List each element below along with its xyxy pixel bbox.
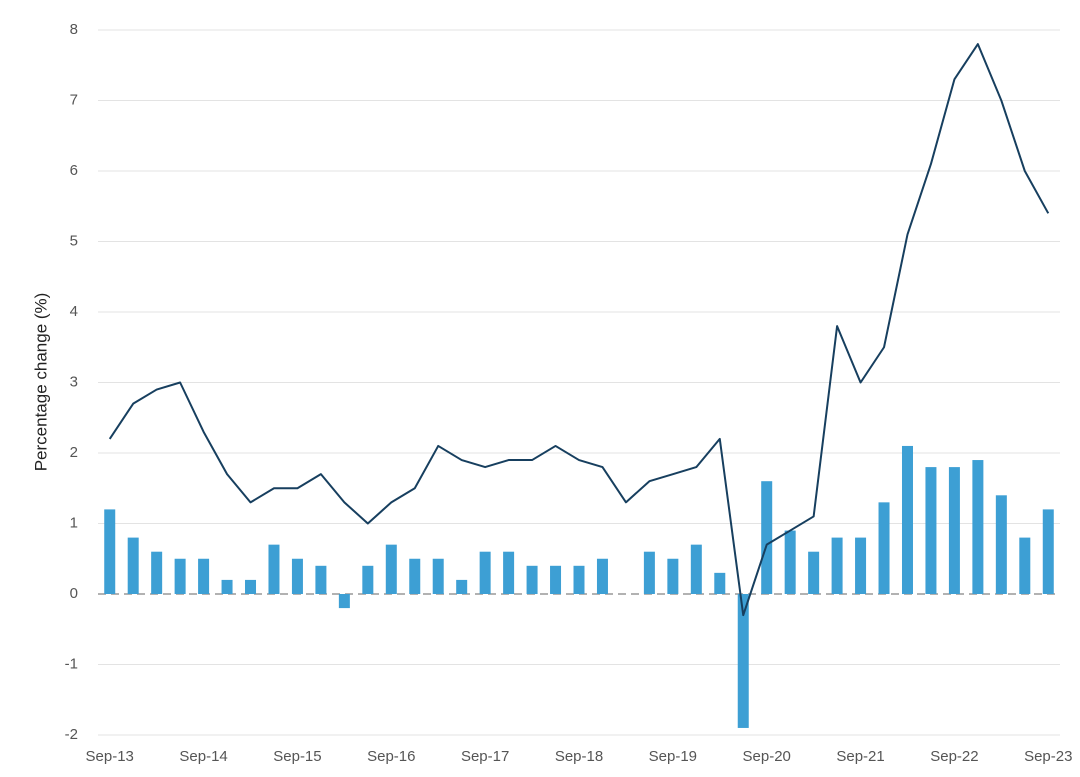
y-tick-label: -1: [65, 655, 78, 672]
bar: [667, 558, 679, 594]
bar: [432, 558, 444, 594]
y-tick-label: 6: [70, 162, 78, 179]
bar: [503, 551, 515, 594]
x-tick-label: Sep-16: [367, 748, 415, 765]
bar: [1042, 509, 1054, 594]
bar: [808, 551, 820, 594]
x-tick-label: Sep-21: [836, 748, 884, 765]
bar: [596, 558, 608, 594]
y-tick-label: 5: [70, 232, 78, 249]
x-tick-label: Sep-22: [930, 748, 978, 765]
x-tick-label: Sep-19: [649, 748, 697, 765]
y-tick-label: 3: [70, 373, 78, 390]
bar: [151, 551, 163, 594]
bar: [901, 445, 913, 594]
bar: [362, 565, 374, 594]
bar: [245, 579, 257, 594]
x-tick-label: Sep-23: [1024, 748, 1072, 765]
bar: [315, 565, 327, 594]
bar: [573, 565, 585, 594]
x-tick-label: Sep-15: [273, 748, 321, 765]
bar: [550, 565, 562, 594]
bar: [995, 495, 1007, 594]
bar: [714, 572, 726, 594]
bar: [127, 537, 139, 594]
bar: [784, 530, 796, 594]
bar: [948, 467, 960, 594]
bar: [409, 558, 421, 594]
bar: [855, 537, 867, 594]
y-tick-label: -2: [65, 726, 78, 743]
y-tick-label: 0: [70, 585, 78, 602]
x-tick-label: Sep-13: [86, 748, 134, 765]
y-tick-label: 1: [70, 514, 78, 531]
x-tick-label: Sep-18: [555, 748, 603, 765]
bar: [690, 544, 702, 594]
y-tick-label: 2: [70, 444, 78, 461]
bar: [737, 594, 749, 728]
x-tick-label: Sep-17: [461, 748, 509, 765]
bar: [174, 558, 186, 594]
bar: [643, 551, 655, 594]
bar: [198, 558, 210, 594]
line: [108, 43, 1050, 617]
x-tick-label: Sep-14: [179, 748, 227, 765]
bar: [1019, 537, 1031, 594]
bar: [479, 551, 491, 594]
bar: [268, 544, 280, 594]
bar: [831, 537, 843, 594]
bar: [972, 460, 984, 594]
bar: [338, 594, 350, 609]
y-axis-label: Percentage change (%): [31, 293, 50, 472]
y-tick-label: 7: [70, 91, 78, 108]
bar: [104, 509, 116, 594]
bar: [221, 579, 233, 594]
bar: [761, 481, 773, 594]
y-tick-label: 8: [70, 21, 78, 38]
bar: [878, 502, 890, 594]
bar: [385, 544, 397, 594]
bar: [925, 467, 937, 594]
bar: [291, 558, 303, 594]
x-tick-label: Sep-20: [743, 748, 791, 765]
bar: [456, 579, 468, 594]
bar: [526, 565, 538, 594]
y-tick-label: 4: [70, 303, 78, 320]
